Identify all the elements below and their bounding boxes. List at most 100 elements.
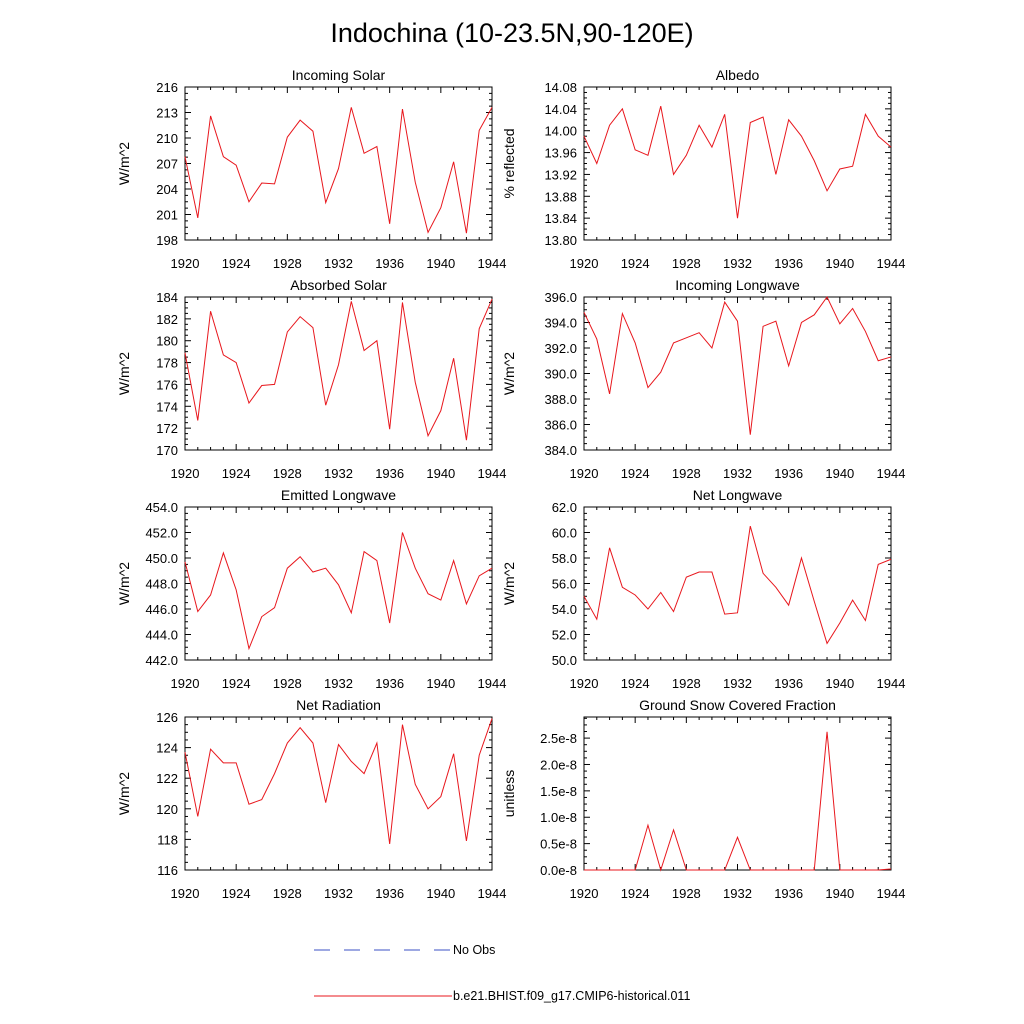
series-line (583, 296, 892, 435)
x-tick-label: 1940 (825, 256, 854, 271)
panel-7: 1920 1924 1928 1932 1936 1940 1944 116 118 120 122… (116, 697, 506, 901)
y-tick-label: 0.0e-8 (540, 863, 577, 878)
x-tick-label: 1944 (877, 256, 906, 271)
y-tick-label: 446.0 (145, 602, 178, 617)
y-tick-label: 13.88 (544, 189, 577, 204)
x-tick-label: 1940 (426, 886, 455, 901)
x-tick-label: 1932 (723, 886, 752, 901)
x-tick-label: 1936 (774, 466, 803, 481)
x-tick-label: 1924 (621, 886, 650, 901)
y-axis-label: W/m^2 (116, 562, 132, 605)
y-tick-label: 213 (156, 106, 178, 121)
x-tick-label: 1924 (621, 256, 650, 271)
x-tick-label: 1936 (774, 256, 803, 271)
x-tick-label: 1924 (621, 466, 650, 481)
x-tick-label: 1940 (426, 466, 455, 481)
y-tick-label: 122 (156, 771, 178, 786)
legend-model-label: b.e21.BHIST.f09_g17.CMIP6-historical.011 (453, 989, 690, 1003)
legend-obs-label: No Obs (453, 943, 495, 957)
y-tick-label: 184 (156, 290, 178, 305)
y-tick-label: 444.0 (145, 628, 178, 643)
panel-title: Incoming Longwave (675, 277, 800, 293)
x-tick-label: 1924 (222, 256, 251, 271)
y-tick-label: 180 (156, 334, 178, 349)
y-tick-label: 386.0 (544, 418, 577, 433)
x-tick-label: 1928 (672, 466, 701, 481)
y-tick-label: 198 (156, 233, 178, 248)
y-tick-label: 174 (156, 399, 178, 414)
x-tick-label: 1920 (171, 676, 200, 691)
x-tick-label: 1920 (171, 466, 200, 481)
x-tick-label: 1944 (478, 886, 507, 901)
y-tick-label: 1.5e-8 (540, 784, 577, 799)
x-tick-label: 1920 (570, 676, 599, 691)
x-tick-label: 1932 (723, 676, 752, 691)
y-tick-label: 216 (156, 80, 178, 95)
y-tick-label: 124 (156, 741, 178, 756)
plot-frame (184, 716, 493, 871)
x-tick-label: 1924 (621, 676, 650, 691)
x-tick-label: 1932 (723, 466, 752, 481)
panel-3: 1920 1924 1928 1932 1936 1940 1944 170 172 174 176… (116, 277, 506, 481)
x-tick-label: 1944 (478, 256, 507, 271)
x-tick-label: 1940 (426, 676, 455, 691)
panel-title: Ground Snow Covered Fraction (639, 697, 836, 713)
y-tick-label: 116 (157, 863, 178, 878)
y-tick-label: 13.80 (544, 233, 577, 248)
y-tick-label: 14.04 (544, 102, 577, 117)
x-tick-label: 1936 (774, 676, 803, 691)
y-tick-label: 58.0 (552, 551, 577, 566)
y-tick-label: 201 (156, 208, 178, 223)
y-tick-label: 118 (157, 832, 178, 847)
y-tick-label: 13.96 (544, 146, 577, 161)
y-axis-label: % reflected (501, 128, 517, 198)
series-line (184, 107, 493, 234)
panel-5: 1920 1924 1928 1932 1936 1940 1944 442.0 444.0 44… (116, 487, 506, 691)
y-tick-label: 182 (156, 312, 178, 327)
plot-frame (583, 506, 892, 661)
x-tick-label: 1944 (877, 886, 906, 901)
x-tick-label: 1928 (273, 676, 302, 691)
x-tick-label: 1920 (171, 256, 200, 271)
panel-title: Albedo (716, 67, 760, 83)
panel-4: 1920 1924 1928 1932 1936 1940 1944 384.0 386.0 38… (501, 277, 905, 481)
y-tick-label: 384.0 (544, 443, 577, 458)
y-tick-label: 14.08 (544, 80, 577, 95)
series-line (184, 532, 493, 651)
y-tick-label: 390.0 (544, 367, 577, 382)
plot-frame (583, 716, 892, 871)
series-line (583, 106, 892, 219)
y-tick-label: 1.0e-8 (540, 810, 577, 825)
y-axis-label: unitless (501, 770, 517, 817)
x-tick-label: 1940 (825, 886, 854, 901)
y-tick-label: 396.0 (544, 290, 577, 305)
figure-title: Indochina (10-23.5N,90-120E) (330, 18, 693, 48)
plot-frame (184, 86, 493, 241)
y-tick-label: 13.92 (544, 167, 577, 182)
y-axis-label: W/m^2 (116, 772, 132, 815)
x-tick-label: 1936 (375, 676, 404, 691)
x-tick-label: 1936 (375, 886, 404, 901)
y-tick-label: 2.0e-8 (540, 757, 577, 772)
x-tick-label: 1928 (672, 886, 701, 901)
y-tick-label: 54.0 (552, 602, 577, 617)
x-tick-label: 1944 (478, 676, 507, 691)
x-tick-label: 1940 (426, 256, 455, 271)
series-line (583, 525, 892, 645)
y-tick-label: 454.0 (145, 500, 178, 515)
x-tick-label: 1936 (774, 886, 803, 901)
x-tick-label: 1932 (324, 676, 353, 691)
y-tick-label: 204 (156, 182, 178, 197)
panel-6: 1920 1924 1928 1932 1936 1940 1944 50.0 52.0 54.0… (501, 487, 905, 691)
y-axis-label: W/m^2 (116, 352, 132, 395)
y-tick-label: 452.0 (145, 526, 178, 541)
x-tick-label: 1932 (324, 886, 353, 901)
x-tick-label: 1940 (825, 466, 854, 481)
y-tick-label: 394.0 (544, 316, 577, 331)
y-axis-label: W/m^2 (501, 352, 517, 395)
plot-frame (184, 296, 493, 451)
y-axis-label: W/m^2 (116, 142, 132, 185)
panel-8: 1920 1924 1928 1932 1936 1940 1944 0.0e-8 0.5e-8… (501, 697, 905, 901)
y-tick-label: 13.84 (544, 211, 577, 226)
